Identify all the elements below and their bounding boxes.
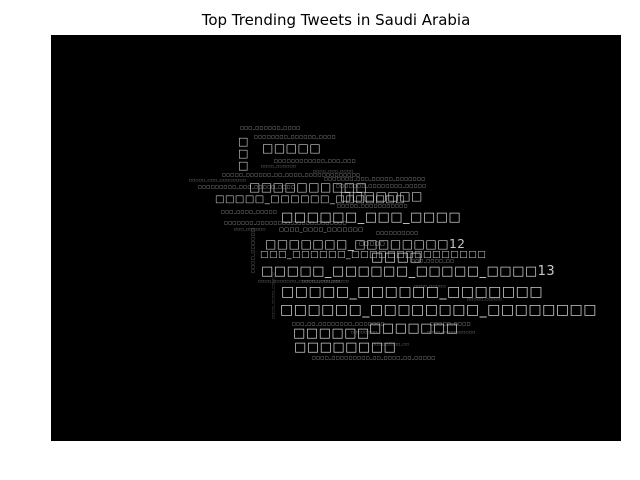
word-cloud-term: □□□□□□_□□□□□□□□_□□□□□□□□ xyxy=(280,302,598,318)
word-cloud-term: □□□□□□□_□□□_□□□□□_□□□□□□□ xyxy=(324,176,426,181)
word-cloud-term: □□□□□□□□□□□□_□□□_□□□ xyxy=(274,158,357,163)
word-cloud-term: □□□□□□ xyxy=(293,326,370,341)
word-cloud-term: □□□□□□□_□□□□□□□□_□□□□□ xyxy=(336,183,427,188)
word-cloud-term: □□□□□_□□□□□□_□□□□□□□ xyxy=(281,284,544,300)
word-cloud-term: □□□□_□□□□_□□ xyxy=(372,342,410,346)
word-cloud-term: □□□□_□□□□_□□□□□□□ xyxy=(279,227,364,233)
word-cloud-term: □□□□□□□ xyxy=(369,321,459,336)
word-cloud-term: □ xyxy=(238,159,249,172)
word-cloud-term: □□□□_□□□□_□□□□□ xyxy=(302,279,350,283)
word-cloud-term-vertical: □□□□_□□□□_□□□□□ xyxy=(271,271,275,319)
word-cloud-term: □□□□□□□□ xyxy=(351,330,378,334)
word-cloud-term: □□□□□□□_□□□□□□□□12 xyxy=(265,237,466,251)
word-cloud-term: □ xyxy=(238,147,249,160)
word-cloud-term: □□□□□ xyxy=(262,141,322,155)
word-cloud-term: □□□□_□□□_□□□□ xyxy=(313,169,354,173)
word-cloud-term: □□□□□_□□□_□□□□□□□□ xyxy=(189,178,247,182)
word-cloud-term: □□□□□_□□□□□□_□□□□□_□□□□13 xyxy=(261,264,556,279)
word-cloud-term: □□□□_□□□□□□□□□_□□_□□□□_□□_□□□□□ xyxy=(312,355,436,360)
word-cloud-term: □□□□_□□□□□□□_□□□□□□_□□□□□□ xyxy=(258,279,341,283)
word-cloud-term: □□□□□□□□ xyxy=(294,340,397,355)
word-cloud-term: □□□□□□□□□_□□□_□□□□□_□□□□ xyxy=(198,184,296,189)
word-cloud-term: □□□□□_□□□□□□_□□_□□□□_□□□□□□□□□□□□□ xyxy=(222,172,361,177)
word-cloud-term: □□□□□_□□□□□ xyxy=(467,297,503,301)
word-cloud-term: □□□_□□_□□□□□□□□_□□□□□□□ xyxy=(292,321,386,326)
word-cloud-term: □□□□□_□□□□ xyxy=(430,321,472,326)
word-cloud-term: □□□_□□□□□□_□□□□ xyxy=(240,125,301,130)
word-cloud-term: □□□_□□□□□□_□□□□□□□□□□□□□□□ xyxy=(260,250,487,260)
word-cloud-term: □□□□□□□ xyxy=(340,189,423,203)
word-cloud-term: □□□□□□□□□□ xyxy=(249,180,368,194)
word-cloud-term: □□□_□□□□□□ xyxy=(234,227,267,231)
word-cloud-term: □□□_□□□□_□□ xyxy=(411,258,455,263)
word-cloud-term: □□□□_□□□□□□□□□□ xyxy=(427,330,476,334)
word-cloud-term: □□□□_□□□□□ xyxy=(414,284,447,288)
word-cloud-term: □□□□□ xyxy=(359,241,386,247)
word-cloud-term: □□□□□_□□□□□□_□□□□□□□ xyxy=(215,194,406,205)
chart-title: Top Trending Tweets in Saudi Arabia xyxy=(201,11,471,29)
word-cloud-term: □ xyxy=(238,135,249,148)
word-cloud-term: □□□□□□_□□□_□□□□ xyxy=(281,210,462,225)
word-cloud-term: □□□□□□□□□□ xyxy=(376,230,419,235)
word-cloud-term: □□□□_□□□□□□ xyxy=(261,164,297,168)
word-cloud-canvas: □□□_□□□□□□_□□□□ □□□□□□□□_□□□□□□_□□□□ □ □… xyxy=(51,35,621,441)
word-cloud-term: □□□□□□□_□□□□□□□□_□□□□□_□□□□□□□ xyxy=(224,220,348,225)
word-cloud-term-vertical: □□□□_□□□□□□ xyxy=(250,227,255,273)
word-cloud-term: □□□_□□□□_□□□□□ xyxy=(221,209,278,214)
word-cloud-term: □□□□□□□□_□□□□□□_□□□□ xyxy=(254,134,337,139)
word-cloud-term: □□□□□_□□□□□□□□□□□ xyxy=(337,203,408,208)
word-cloud-term: □□□□ xyxy=(371,250,423,265)
